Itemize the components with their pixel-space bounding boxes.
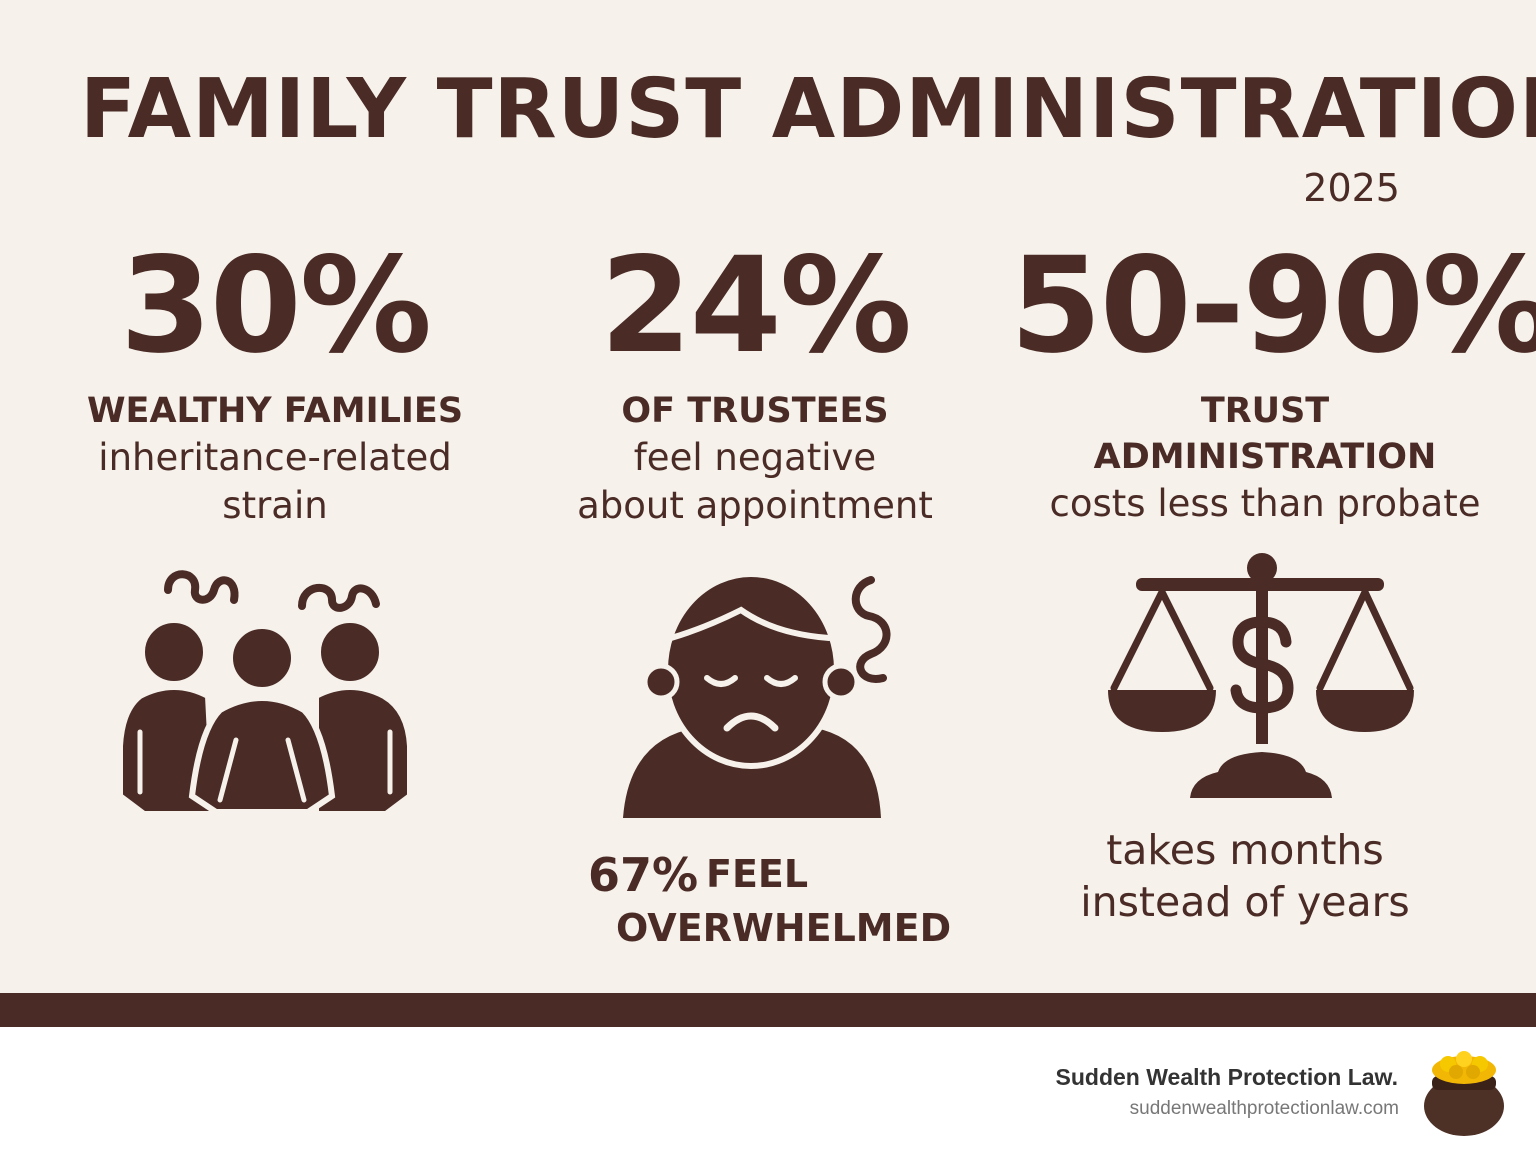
time-savings-line: instead of years <box>1080 878 1410 926</box>
scales-dollar-icon <box>1108 553 1414 798</box>
brand-url[interactable]: suddenwealthprotectionlaw.com <box>1129 1098 1399 1119</box>
squiggle-line <box>164 570 239 604</box>
stat-detail-line: costs less than probate <box>1049 482 1481 525</box>
page-title: FAMILY TRUST ADMINISTRATION <box>80 62 1536 157</box>
stat-caption: TRUST <box>1200 391 1330 431</box>
stat-detail-line: inheritance-related <box>98 436 452 479</box>
overwhelmed-label-line: FEEL <box>706 852 809 896</box>
family-group-icon <box>117 570 413 817</box>
stat-caption: ADMINISTRATION <box>1093 437 1437 477</box>
stat-value-wealthy-families: 30% <box>120 229 432 383</box>
footer <box>0 1027 1536 1154</box>
stat-value-trustees: 24% <box>600 229 912 383</box>
overwhelmed-label-line: OVERWHELMED <box>616 906 952 950</box>
brand-name: Sudden Wealth Protection Law. <box>1055 1064 1398 1090</box>
time-savings-line: takes months <box>1106 826 1384 874</box>
divider-band <box>0 993 1536 1027</box>
overwhelmed-percent: 67% <box>588 848 699 902</box>
squiggle-line <box>298 583 380 612</box>
stat-detail-line: feel negative <box>633 436 877 479</box>
stat-description-trust-administration: TRUST ADMINISTRATION costs less than pro… <box>1010 388 1520 528</box>
year-label: 2025 <box>1303 166 1400 210</box>
time-savings-note: takes months instead of years <box>1040 824 1450 928</box>
stat-description-trustees: OF TRUSTEES feel negative about appointm… <box>525 388 985 530</box>
stat-value-trust-administration: 50-90% <box>1010 229 1536 383</box>
stressed-person-icon <box>623 571 891 818</box>
pot-of-gold-icon <box>1424 1051 1504 1136</box>
stat-caption: WEALTHY FAMILIES <box>86 391 464 431</box>
stat-caption: OF TRUSTEES <box>621 391 889 431</box>
stat-detail-line: about appointment <box>577 484 933 527</box>
stat-detail-line: strain <box>222 484 328 527</box>
stat-description-wealthy-families: WEALTHY FAMILIES inheritance-related str… <box>40 388 510 530</box>
